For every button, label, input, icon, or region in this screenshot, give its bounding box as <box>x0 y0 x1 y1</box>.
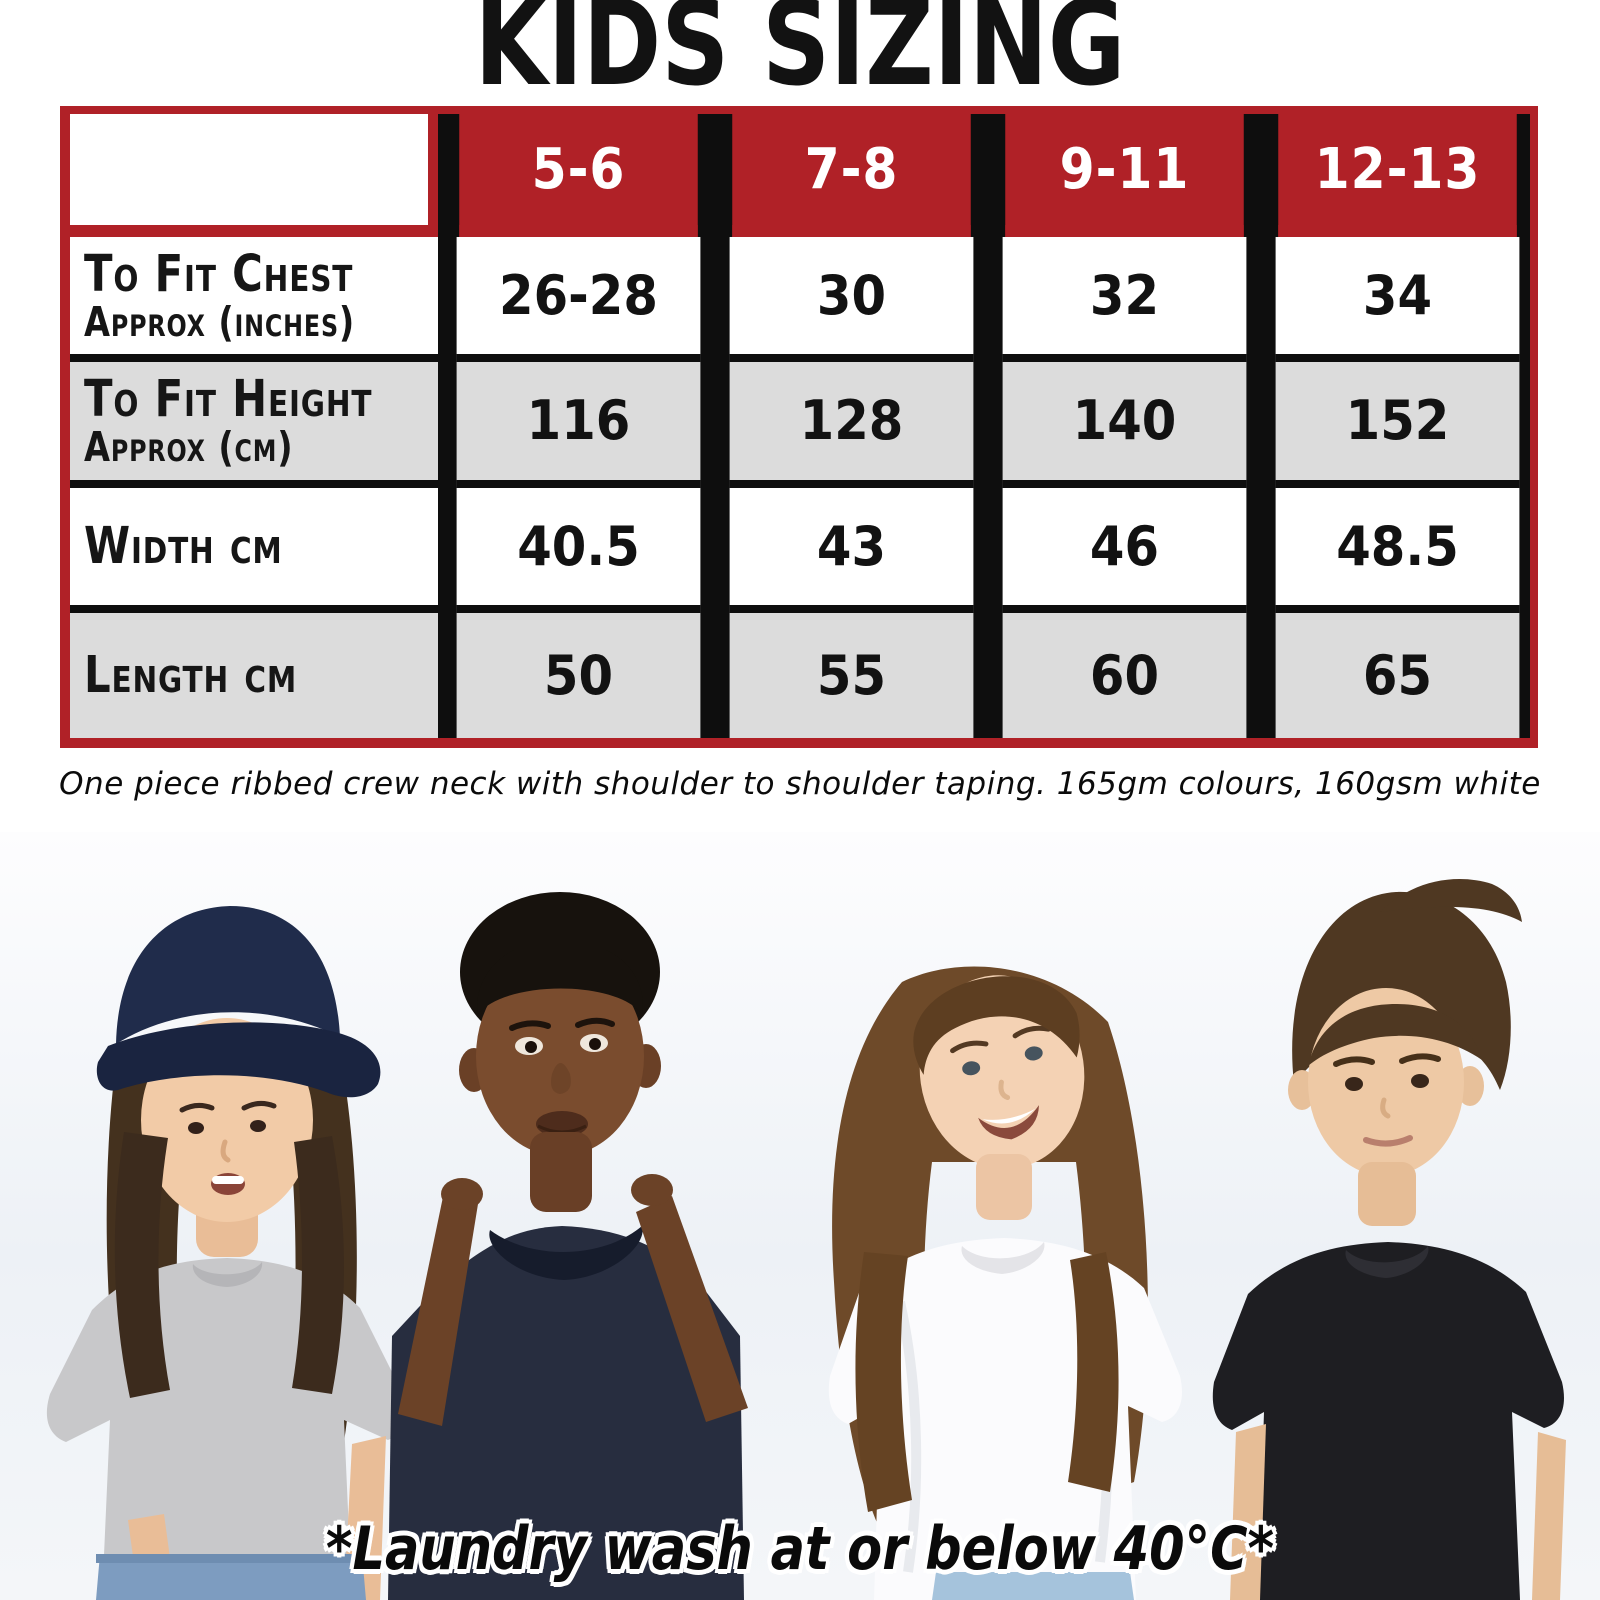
row-label-length: Length cm <box>70 612 438 738</box>
chest-value-7-8: 30 <box>729 237 974 363</box>
size-column-header-5-6: 5-6 <box>459 114 698 237</box>
chest-value-9-11: 32 <box>1002 237 1247 363</box>
row-label-length-line1: Length cm <box>84 645 298 705</box>
table-corner-cell <box>70 114 438 237</box>
row-label-height: To Fit Height Approx (cm) <box>70 362 438 488</box>
size-column-header-12-13: 12-13 <box>1278 114 1517 237</box>
width-value-5-6: 40.5 <box>456 487 701 613</box>
length-value-9-11: 60 <box>1002 612 1247 738</box>
row-label-chest: To Fit Chest Approx (inches) <box>70 237 438 363</box>
row-label-chest-line1: To Fit Chest <box>84 244 354 304</box>
row-label-height-line1: To Fit Height <box>84 370 373 430</box>
model-boy-black-tshirt <box>1212 879 1566 1600</box>
page-title: KIDS SIZING <box>474 0 1126 112</box>
row-label-width-line1: Width cm <box>84 516 283 576</box>
models-photo-strip <box>0 832 1600 1600</box>
height-value-5-6: 116 <box>456 362 701 488</box>
care-note: *Laundry wash at or below 40°C* <box>325 1514 1275 1584</box>
height-value-12-13: 152 <box>1275 362 1520 488</box>
size-column-header-7-8: 7-8 <box>732 114 971 237</box>
row-label-height-line2: Approx (cm) <box>84 423 294 472</box>
model-girl-white-tshirt <box>828 966 1182 1600</box>
row-label-chest-line2: Approx (inches) <box>84 297 356 346</box>
model-girl-navy-cap-grey-tshirt <box>46 906 406 1600</box>
size-column-header-9-11: 9-11 <box>1005 114 1244 237</box>
height-value-7-8: 128 <box>729 362 974 488</box>
height-value-9-11: 140 <box>1002 362 1247 488</box>
model-boy-navy-tshirt <box>388 892 748 1600</box>
width-value-7-8: 43 <box>729 487 974 613</box>
row-label-width: Width cm <box>70 487 438 613</box>
width-value-12-13: 48.5 <box>1275 487 1520 613</box>
width-value-9-11: 46 <box>1002 487 1247 613</box>
length-value-7-8: 55 <box>729 612 974 738</box>
chest-value-5-6: 26-28 <box>456 237 701 363</box>
length-value-5-6: 50 <box>456 612 701 738</box>
product-description: One piece ribbed crew neck with shoulder… <box>59 766 1541 802</box>
chest-value-12-13: 34 <box>1275 237 1520 363</box>
kids-sizing-table: 5-6 7-8 9-11 12-13 To Fit Chest Approx (… <box>60 106 1538 748</box>
length-value-12-13: 65 <box>1275 612 1520 738</box>
